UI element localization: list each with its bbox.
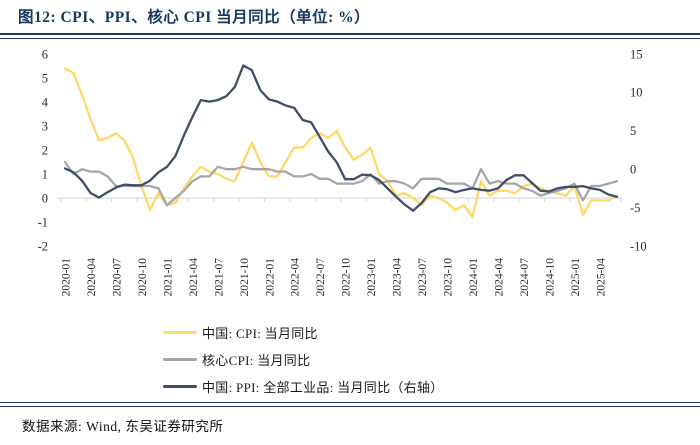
- x-axis-label: 2023-10: [443, 258, 455, 297]
- x-axis-label: 2023-04: [392, 258, 404, 297]
- footer-rule: [0, 402, 700, 407]
- x-axis-label: 2020-01: [61, 258, 73, 297]
- cpi-legend-swatch: [163, 330, 197, 335]
- left-axis-tick-label: 0: [42, 191, 48, 205]
- ppi-legend-swatch: [163, 384, 197, 389]
- x-axis-label: 2020-07: [111, 258, 123, 297]
- x-axis-label: 2024-10: [544, 258, 556, 297]
- right-axis-tick-label: 5: [630, 124, 636, 138]
- x-axis-label: 2021-07: [213, 258, 225, 297]
- x-axis-label: 2021-01: [162, 258, 174, 297]
- x-axis-label: 2022-10: [341, 258, 353, 297]
- right-axis-tick-label: -5: [630, 201, 640, 215]
- title-rule: [0, 33, 700, 39]
- x-axis-label: 2020-04: [86, 258, 98, 297]
- legend-item-core_cpi: 核心CPI: 当月同比: [163, 346, 700, 373]
- left-axis-tick-label: 6: [42, 47, 48, 61]
- line-cpi: [63, 67, 619, 219]
- right-axis-tick-label: 15: [630, 47, 643, 61]
- x-axis-label: 2023-07: [417, 258, 429, 297]
- left-axis-tick-label: 3: [42, 119, 48, 133]
- x-axis-label: 2024-07: [519, 258, 531, 297]
- legend-item-cpi: 中国: CPI: 当月同比: [163, 319, 700, 346]
- right-axis-tick-label: 10: [630, 86, 643, 100]
- left-axis-tick-label: 4: [42, 95, 49, 109]
- x-axis-label: 2021-10: [239, 258, 251, 297]
- x-axis-label: 2020-10: [137, 258, 149, 297]
- figure-title: 图12: CPI、PPI、核心 CPI 当月同比（单位: %）: [18, 9, 371, 26]
- x-axis-label: 2025-04: [595, 258, 607, 297]
- legend-label: 中国: CPI: 当月同比: [202, 326, 318, 341]
- x-axis-label: 2021-04: [188, 258, 200, 297]
- legend: 中国: CPI: 当月同比 核心CPI: 当月同比中国: PPI: 全部工业品: …: [163, 319, 700, 400]
- line-core_cpi: [63, 160, 619, 207]
- legend-item-ppi: 中国: PPI: 全部工业品: 当月同比（右轴）: [163, 373, 700, 400]
- legend-label: 中国: PPI: 全部工业品: 当月同比（右轴）: [202, 380, 444, 395]
- x-axis-label: 2022-01: [264, 258, 276, 297]
- x-axis-label: 2024-01: [468, 258, 480, 297]
- x-axis-label: 2024-04: [493, 258, 505, 297]
- x-axis-label: 2025-01: [570, 258, 582, 297]
- legend-label: 核心CPI: 当月同比: [202, 353, 311, 368]
- x-axis-label: 2022-04: [290, 258, 302, 297]
- left-axis-tick-label: -1: [38, 215, 48, 229]
- left-axis-tick-label: 2: [42, 143, 48, 157]
- x-axis-label: 2023-01: [366, 258, 378, 297]
- left-axis-tick-label: -2: [38, 239, 48, 253]
- left-axis-tick-label: 1: [42, 167, 48, 181]
- line-ppi: [63, 64, 619, 212]
- x-axis-label: 2022-07: [315, 258, 327, 297]
- core_cpi-legend-swatch: [163, 357, 197, 362]
- right-axis-tick-label: -10: [630, 239, 647, 253]
- data-source: 数据来源: Wind, 东吴证券研究所: [22, 418, 224, 434]
- left-axis-tick-label: 5: [42, 71, 48, 85]
- right-axis-tick-label: 0: [630, 163, 636, 177]
